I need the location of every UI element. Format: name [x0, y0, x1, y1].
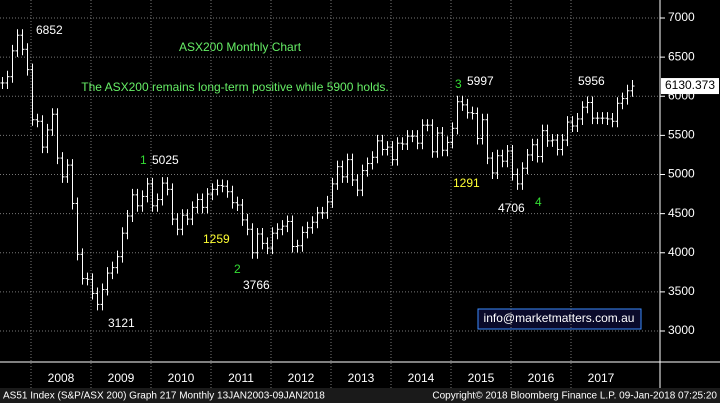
x-tick-label: 2008: [48, 371, 75, 385]
footer-band: [0, 388, 720, 403]
annotation: 2: [234, 262, 241, 276]
annotation: 3121: [108, 316, 135, 330]
y-tick-label: 5500: [668, 128, 695, 142]
annotation: 4706: [498, 201, 525, 215]
x-tick-label: 2016: [528, 371, 555, 385]
annotation: 6852: [36, 23, 63, 37]
annotation: 3: [455, 77, 462, 91]
x-tick-label: 2014: [408, 371, 435, 385]
y-tick-label: 4000: [668, 245, 695, 259]
y-tick-label: 6500: [668, 49, 695, 63]
footer-right: Copyright© 2018 Bloomberg Finance L.P. 0…: [432, 391, 717, 402]
x-tick-label: 2015: [468, 371, 495, 385]
last-price: 6130.373: [665, 78, 715, 92]
contact-box: [477, 308, 642, 330]
y-tick-label: 4500: [668, 206, 695, 220]
y-tick-label: 3000: [668, 323, 695, 337]
contact: info@marketmatters.com.au: [484, 311, 635, 325]
annotation: 5997: [467, 74, 494, 88]
x-tick-label: 2012: [288, 371, 315, 385]
annotation: 5956: [578, 74, 605, 88]
y-tick-label: 5000: [668, 167, 695, 181]
annotation: 4: [535, 195, 542, 209]
subtitle: The ASX200 remains long-term positive wh…: [81, 80, 389, 94]
annotation: 1: [140, 153, 147, 167]
annotation: 1259: [203, 232, 230, 246]
chart-title: ASX200 Monthly Chart: [179, 40, 302, 54]
annotation: 3766: [243, 278, 270, 292]
x-tick-label: 2011: [228, 371, 254, 385]
last-price-box: [661, 78, 719, 95]
annotation: 5025: [152, 153, 179, 167]
x-tick-label: 2017: [588, 371, 615, 385]
x-tick-label: 2009: [108, 371, 135, 385]
annotation: 1291: [453, 176, 480, 190]
x-tick-label: 2013: [348, 371, 375, 385]
y-tick-label: 7000: [668, 10, 695, 24]
footer-left: AS51 Index (S&P/ASX 200) Graph 217 Month…: [3, 391, 325, 402]
y-tick-label: 3500: [668, 284, 695, 298]
x-tick-label: 2010: [168, 371, 195, 385]
